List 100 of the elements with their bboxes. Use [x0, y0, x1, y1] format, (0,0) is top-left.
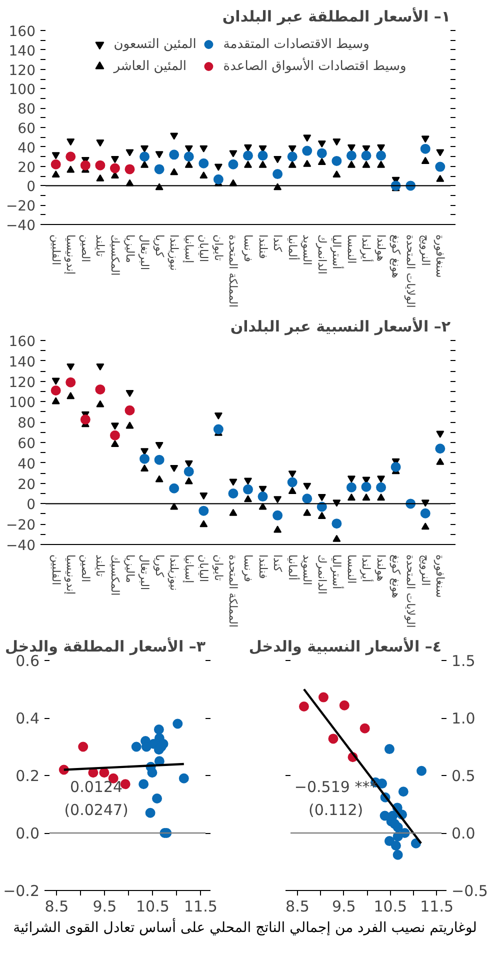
- x-tick-label: الولايات المتحدة: [404, 554, 418, 628]
- legend-label: وسيط الاقتصادات المتقدمة: [223, 36, 370, 52]
- x-tick-label: الدانمرك: [315, 554, 328, 594]
- x-tick-label: المملكة المتحدة: [226, 554, 240, 628]
- x-tick-label: الدانمرك: [315, 234, 328, 274]
- chart-title: ٢– الأسعار النسبية عبر البلدان: [230, 316, 451, 336]
- x-tick-label: السويد: [300, 554, 314, 586]
- x-tick-label: السويد: [300, 234, 314, 266]
- x-tick-label: فنلندا: [256, 554, 270, 579]
- x-tick-label: هولندا: [374, 234, 388, 262]
- y-tick-label: 60: [18, 436, 36, 452]
- x-tick-label: فرنسا: [242, 234, 254, 262]
- x-tick-label: كندا: [271, 234, 284, 253]
- y-tick-label: 100: [8, 395, 36, 412]
- x-tick-label: ألمانيا: [286, 234, 300, 260]
- x-tick-label: النمسا: [344, 234, 358, 264]
- x-tick-label: الصين: [78, 234, 92, 262]
- y-tick-label: 0.2: [16, 767, 40, 785]
- y2-tick-label: −0.5: [452, 882, 488, 900]
- y-tick-label: 80: [18, 102, 36, 118]
- x-tick-label: تايلند: [94, 234, 107, 257]
- legend-label: المئين التسعون: [114, 36, 196, 52]
- x-tick-label: هونغ كونغ: [389, 554, 402, 598]
- x-tick-label: إندونيسيا: [64, 554, 78, 595]
- x-tick-label: تايوان: [212, 554, 225, 581]
- x-tick-label: البرتغال: [138, 554, 152, 590]
- x-tick-label: 8.5: [286, 898, 310, 916]
- x-tick-label: 11.5: [420, 898, 454, 916]
- x-tick-label: الفلبين: [49, 234, 62, 266]
- x-tick-label: 11.5: [184, 898, 218, 916]
- y-tick-label: 40: [18, 140, 36, 156]
- x-tick-label: إسبانيا: [182, 554, 196, 584]
- x-tick-label: اليابان: [197, 554, 210, 582]
- x-tick-label: 10.5: [136, 898, 170, 916]
- y2-tick-label: 1.0: [452, 710, 476, 728]
- legend-label: وسيط اقتصادات الأسواق الصاعدة: [223, 58, 406, 74]
- y-tick-label: −40: [6, 218, 36, 234]
- x-tick-label: تايلند: [94, 554, 107, 577]
- y-tick-label: 160: [8, 24, 36, 40]
- x-axis-title: لوغاريتم نصيب الفرد من إجمالي الناتج المحلي على أساس تعادل القوى الشرائية: [13, 919, 477, 938]
- x-tick-label: الولايات المتحدة: [404, 234, 418, 308]
- y-tick-label: 0: [26, 179, 36, 196]
- y-tick-label: 0.4: [16, 710, 40, 728]
- x-tick-label: النرويج: [418, 234, 432, 266]
- y-tick-label: 20: [18, 476, 36, 493]
- x-tick-label: 9.5: [332, 898, 356, 916]
- x-tick-label: نيوزيلندا: [168, 554, 181, 591]
- y-tick-label: 0: [26, 497, 36, 514]
- x-tick-label: الفلبين: [49, 554, 62, 586]
- y-tick-label: 120: [8, 374, 36, 391]
- x-tick-label: هولندا: [374, 554, 388, 582]
- x-tick-label: إندونيسيا: [64, 234, 78, 275]
- x-tick-label: كوريا: [152, 234, 166, 258]
- x-tick-label: أستراليا: [330, 234, 344, 270]
- x-tick-label: المكسيك: [108, 554, 122, 596]
- x-tick-label: أيرلندا: [360, 234, 374, 262]
- x-tick-label: ماليزيا: [123, 554, 136, 584]
- x-tick-label: اليابان: [197, 234, 210, 262]
- x-tick-label: ألمانيا: [286, 554, 300, 580]
- y2-tick-label: 0.5: [452, 767, 476, 785]
- x-tick-label: أيرلندا: [360, 554, 374, 582]
- y-tick-label: −20: [6, 518, 36, 534]
- chart-title: ١– الأسعار المطلقة عبر البلدان: [222, 6, 451, 26]
- y-tick-label: 20: [18, 160, 36, 176]
- x-tick-label: النمسا: [344, 554, 358, 584]
- y2-tick-label: 1.5: [452, 652, 476, 670]
- y-tick-label: 140: [8, 354, 36, 370]
- x-tick-label: أستراليا: [330, 554, 344, 590]
- x-tick-label: الصين: [78, 554, 92, 582]
- y-tick-label: 100: [8, 82, 36, 98]
- y-tick-label: 160: [8, 334, 36, 350]
- y-tick-label: 40: [18, 456, 36, 472]
- x-tick-label: تايوان: [212, 234, 225, 261]
- x-tick-label: إسبانيا: [182, 234, 196, 264]
- legend-label: المئين العاشر: [114, 58, 187, 74]
- x-tick-label: سنغافورة: [434, 554, 447, 598]
- y-tick-label: 80: [18, 416, 36, 432]
- y-tick-label: 60: [18, 121, 36, 137]
- x-tick-label: النرويج: [418, 554, 432, 586]
- x-tick-label: البرتغال: [138, 234, 152, 270]
- x-tick-label: المملكة المتحدة: [226, 234, 240, 308]
- y-tick-label: 0.0: [16, 824, 40, 842]
- x-tick-label: 8.5: [44, 898, 69, 916]
- y-tick-label: −40: [6, 538, 36, 554]
- y-tick-label: −0.2: [3, 882, 40, 900]
- y-tick-label: −20: [6, 198, 36, 215]
- x-tick-label: فنلندا: [256, 234, 270, 259]
- x-tick-label: نيوزيلندا: [168, 234, 181, 271]
- annotation: −0.519 *** (0.112): [294, 778, 378, 820]
- chart-title: ٤– الأسعار النسبية والدخل: [248, 636, 442, 656]
- x-tick-label: سنغافورة: [434, 234, 447, 278]
- annotation: 0.0124 (0.0247): [64, 778, 128, 820]
- x-tick-label: 10.5: [374, 898, 408, 916]
- y2-tick-label: 0.0: [452, 824, 476, 842]
- y-tick-label: 120: [8, 62, 36, 79]
- x-tick-label: كوريا: [152, 554, 166, 578]
- x-tick-label: 9.5: [92, 898, 117, 916]
- x-tick-label: فرنسا: [242, 554, 254, 582]
- x-tick-label: ماليزيا: [123, 234, 136, 264]
- y-tick-label: 140: [8, 43, 36, 60]
